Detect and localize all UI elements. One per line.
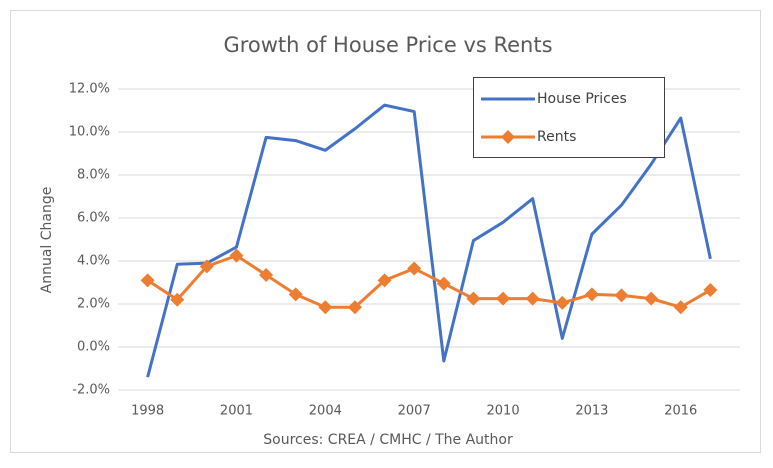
y-axis-label: Annual Change <box>39 187 55 294</box>
data-point <box>347 300 362 315</box>
x-tick-label: 2004 <box>309 404 342 419</box>
y-tick-label: 12.0% <box>69 82 110 97</box>
data-point <box>407 261 422 276</box>
y-tick-label: 0.0% <box>77 340 110 355</box>
data-point <box>466 291 481 306</box>
data-point <box>229 248 244 263</box>
legend-label: Rents <box>537 129 576 145</box>
legend-box <box>473 77 665 158</box>
data-point <box>170 292 185 307</box>
legend-marker <box>501 130 515 144</box>
y-tick-label: 2.0% <box>77 297 110 312</box>
data-point <box>644 291 659 306</box>
x-tick-label: 1998 <box>131 404 164 419</box>
y-tick-label: 4.0% <box>77 254 110 269</box>
chart-border <box>10 10 761 453</box>
x-tick-label: 2001 <box>220 404 253 419</box>
data-point <box>496 291 511 306</box>
legend-label: House Prices <box>537 91 627 107</box>
data-point <box>259 267 274 282</box>
x-tick-label: 2007 <box>398 404 431 419</box>
y-tick-label: 8.0% <box>77 168 110 183</box>
series-line <box>146 103 712 378</box>
data-point <box>436 276 451 291</box>
x-tick-label: 2010 <box>487 404 520 419</box>
data-point <box>199 259 214 274</box>
y-tick-label: 6.0% <box>77 211 110 226</box>
x-axis-label: Sources: CREA / CMHC / The Author <box>263 432 513 448</box>
y-tick-label: -2.0% <box>72 383 110 398</box>
data-point <box>703 283 718 298</box>
chart-title: Growth of House Price vs Rents <box>223 33 552 57</box>
y-tick-label: 10.0% <box>69 125 110 140</box>
data-point <box>318 300 333 315</box>
x-tick-label: 2013 <box>575 404 608 419</box>
data-point <box>140 273 155 288</box>
data-point <box>614 288 629 303</box>
data-point <box>288 287 303 302</box>
data-point <box>555 295 570 310</box>
data-point <box>525 291 540 306</box>
data-point <box>377 273 392 288</box>
x-tick-label: 2016 <box>664 404 697 419</box>
data-point <box>584 287 599 302</box>
data-point <box>673 300 688 315</box>
